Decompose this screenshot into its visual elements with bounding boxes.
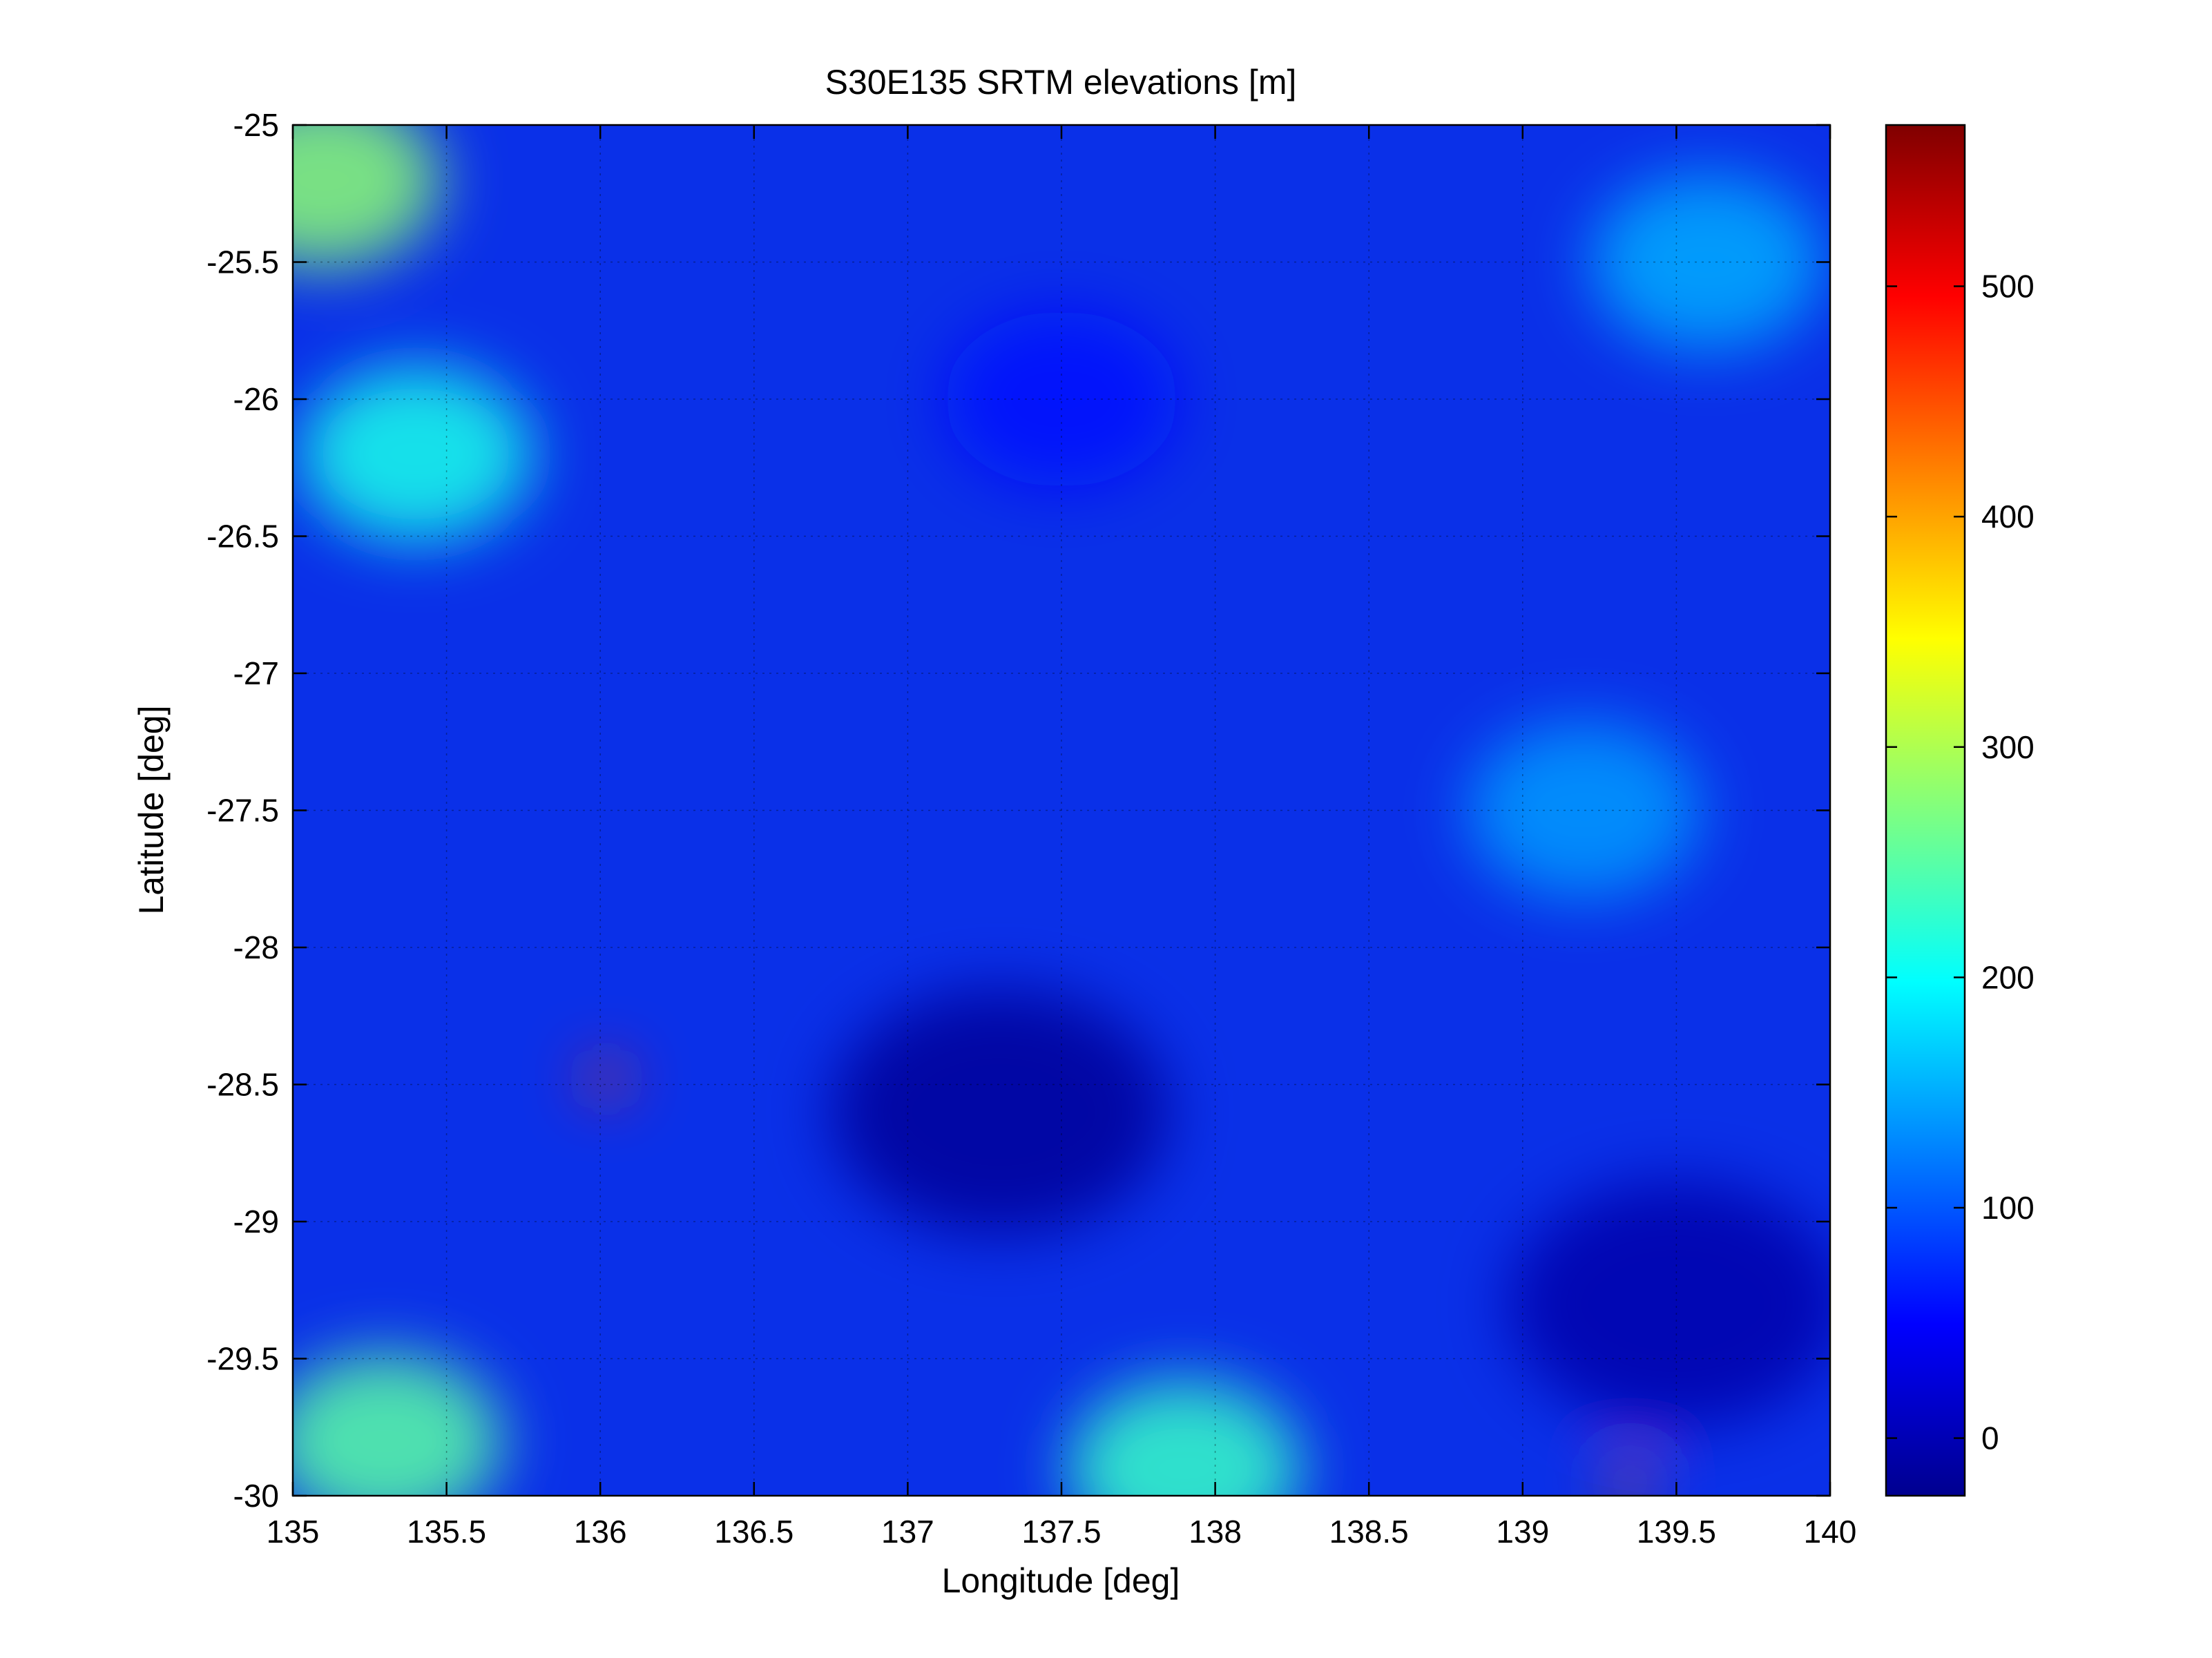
colorbar-tick-label: 200: [1981, 959, 2035, 995]
x-tick-label: 138.5: [1329, 1514, 1409, 1550]
y-tick-label: -29: [233, 1204, 279, 1240]
y-axis: -25 -25.5 -26 -26.5 -27 -27.5 -28 -28.5 -29 -29.5…: [206, 107, 1830, 1514]
plot-area: [291, 124, 1831, 1497]
heatmap-cell: [298, 366, 533, 542]
heatmap-cell: [1611, 1465, 1649, 1496]
y-tick-label: -29.5: [206, 1341, 279, 1377]
x-tick-label: 137: [881, 1514, 934, 1550]
x-tick-label: 138: [1189, 1514, 1242, 1550]
y-tick-label: -28.5: [206, 1067, 279, 1103]
x-tick-label: 137.5: [1021, 1514, 1101, 1550]
heatmap-cell: [1067, 1380, 1302, 1496]
heatmap-cell: [1467, 722, 1702, 898]
grid: [293, 125, 1830, 1496]
colorbar-tick-label: 100: [1981, 1190, 2035, 1226]
y-tick-label: -26.5: [206, 519, 279, 555]
heatmap-cell: [831, 988, 1169, 1235]
colorbar-tick-label: 0: [1981, 1420, 1999, 1456]
x-tick-label: 136.5: [714, 1514, 794, 1550]
heatmap-cell: [293, 1353, 502, 1496]
y-tick-label: -25: [233, 107, 279, 143]
heatmap-field: [293, 125, 1830, 1496]
x-tick-label: 136: [574, 1514, 627, 1550]
colorbar-tick-label: 500: [1981, 269, 2035, 305]
colorbar-scale: [1886, 125, 1965, 1496]
x-tick-label: 135: [267, 1514, 320, 1550]
y-tick-label: -27: [233, 655, 279, 691]
colorbar: 0 100 200 300 400 500: [1885, 124, 2035, 1497]
x-axis-label: Longitude [deg]: [942, 1561, 1180, 1600]
x-tick-label: 135.5: [407, 1514, 486, 1550]
x-axis: 135 135.5 136 136.5 137 137.5 138 138.5 139 139.5…: [267, 125, 1857, 1550]
x-tick-label: 140: [1804, 1514, 1857, 1550]
heatmap-cell: [1507, 1180, 1830, 1427]
heatmap-cell: [1590, 174, 1825, 350]
colorbar-ticks: 0 100 200 300 400 500: [1886, 269, 2035, 1456]
chart-title: S30E135 SRTM elevations [m]: [825, 63, 1297, 102]
y-tick-label: -25.5: [206, 244, 279, 280]
colorbar-tick-label: 400: [1981, 499, 2035, 534]
y-tick-label: -28: [233, 929, 279, 965]
heatmap-cell: [588, 1062, 625, 1096]
heatmap-cell: [293, 125, 441, 268]
y-tick-label: -26: [233, 381, 279, 417]
heatmap-cell: [944, 311, 1179, 488]
y-tick-label: -27.5: [206, 793, 279, 829]
colorbar-frame: [1885, 124, 1966, 1497]
y-tick-label: -30: [233, 1478, 279, 1514]
colorbar-tick-label: 300: [1981, 729, 2035, 765]
x-tick-label: 139: [1496, 1514, 1549, 1550]
x-tick-label: 139.5: [1637, 1514, 1716, 1550]
y-axis-label: Latitude [deg]: [132, 705, 171, 914]
